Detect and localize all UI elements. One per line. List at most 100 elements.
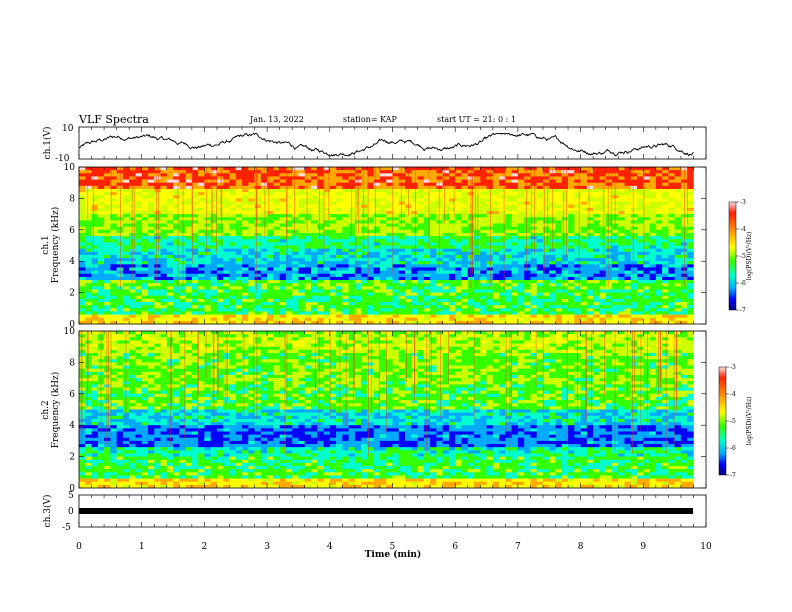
spectrogram-cell <box>674 188 682 193</box>
spectrogram-cell <box>505 273 512 278</box>
spectrogram-cell <box>254 311 262 315</box>
spectrogram-cell <box>624 248 632 253</box>
spectrogram-cell <box>461 217 469 221</box>
spectrogram-cell <box>361 229 368 234</box>
spectrogram-cell <box>536 245 544 249</box>
spectrogram-cell <box>455 251 462 256</box>
spectrogram-cell <box>542 239 550 243</box>
spectrogram-cell <box>329 289 337 293</box>
spectrogram-cell <box>630 314 638 319</box>
spectrogram-cell <box>423 261 431 265</box>
spectrogram-cell <box>267 195 274 199</box>
spectrogram-cell <box>154 201 161 205</box>
spectrogram-cell <box>580 248 588 253</box>
spectrogram-cell <box>668 214 675 218</box>
spectrogram-cell <box>104 317 111 322</box>
spectrogram-cell <box>323 308 331 312</box>
spectrogram-cell <box>649 248 657 253</box>
spectrogram-cell <box>185 261 193 265</box>
spectrogram-cell <box>398 270 406 275</box>
spectrogram-cell <box>643 223 650 227</box>
spectrogram-cell <box>392 270 400 275</box>
ch1-colorbar <box>728 201 737 311</box>
spectrogram-cell <box>342 261 349 265</box>
spectrogram-cell <box>687 242 694 246</box>
spectrogram-cell <box>379 223 387 227</box>
spectrogram-cell <box>248 179 255 183</box>
spectrogram-cell <box>436 229 443 234</box>
spectrogram-cell <box>135 204 142 209</box>
spectrogram-cell <box>417 286 425 290</box>
spectrogram-cell <box>79 264 86 268</box>
spectrogram-cell <box>204 176 211 180</box>
spectrogram-cell <box>361 305 368 309</box>
spectrogram-cell <box>198 251 205 256</box>
spectrogram-cell <box>79 217 86 221</box>
spectrogram-cell <box>248 167 255 171</box>
spectrogram-cell <box>379 229 387 234</box>
spectrogram-cell <box>524 298 531 303</box>
spectrogram-cell <box>166 198 174 202</box>
spectrogram-cell <box>511 273 519 278</box>
spectrogram-cell <box>267 280 274 284</box>
spectrogram-cell <box>198 170 205 174</box>
spectrogram-cell <box>285 302 293 306</box>
spectrogram-cell <box>242 176 249 180</box>
spectrogram-cell <box>593 170 600 174</box>
spectrogram-cell <box>511 179 519 183</box>
spectrogram-cell <box>304 283 312 287</box>
spectrogram-cell <box>511 195 519 199</box>
spectrogram-cell <box>630 185 638 190</box>
spectrogram-cell <box>116 232 124 237</box>
spectrogram-cell <box>448 170 456 174</box>
spectrogram-cell <box>561 320 569 325</box>
spectrogram-cell <box>599 214 606 218</box>
spectrogram-cell <box>285 317 293 322</box>
spectrogram-cell <box>216 214 224 218</box>
spectrogram-cell <box>486 295 494 300</box>
spectrogram-cell <box>561 245 569 249</box>
spectrogram-cell <box>605 176 613 180</box>
spectrogram-cell <box>329 170 337 174</box>
spectrogram-cell <box>555 264 563 268</box>
spectrogram-cell <box>260 214 268 218</box>
spectrogram-cell <box>655 182 663 187</box>
spectrogram-cell <box>85 308 92 312</box>
spectrogram-cell <box>417 295 425 300</box>
spectrogram-cell <box>411 254 418 259</box>
spectrogram-cell <box>160 273 168 278</box>
spectrogram-cell <box>624 201 632 205</box>
spectrogram-cell <box>568 283 575 287</box>
spectrogram-cell <box>499 226 506 231</box>
spectrogram-cell <box>392 232 400 237</box>
spectrogram-cell <box>455 292 462 297</box>
spectrogram-cell <box>97 242 105 246</box>
spectrogram-cell <box>568 232 575 237</box>
spectrogram-cell <box>198 267 205 271</box>
spectrogram-cell <box>411 204 418 209</box>
spectrogram-cell <box>423 273 431 278</box>
spectrogram-cell <box>461 302 469 306</box>
spectrogram-cell <box>354 302 362 306</box>
spectrogram-cell <box>354 286 362 290</box>
spectrogram-cell <box>160 254 168 259</box>
spectrogram-cell <box>198 167 205 171</box>
spectrogram-cell <box>643 264 650 268</box>
spectrogram-streak <box>256 167 258 226</box>
spectrogram-cell <box>122 188 130 193</box>
spectrogram-cell <box>624 220 632 224</box>
spectrogram-cell <box>492 254 500 259</box>
spectrogram-cell <box>122 292 130 297</box>
spectrogram-cell <box>310 264 318 268</box>
spectrogram-cell <box>524 308 531 312</box>
spectrogram-cell <box>166 179 174 183</box>
spectrogram-cell <box>637 232 644 237</box>
spectrogram-cell <box>116 167 124 171</box>
spectrogram-cell <box>379 232 387 237</box>
spectrogram-cell <box>160 198 168 202</box>
spectrogram-cell <box>586 214 594 218</box>
spectrogram-cell <box>655 170 663 174</box>
spectrogram-cell <box>129 298 136 303</box>
spectrogram-cell <box>499 264 506 268</box>
